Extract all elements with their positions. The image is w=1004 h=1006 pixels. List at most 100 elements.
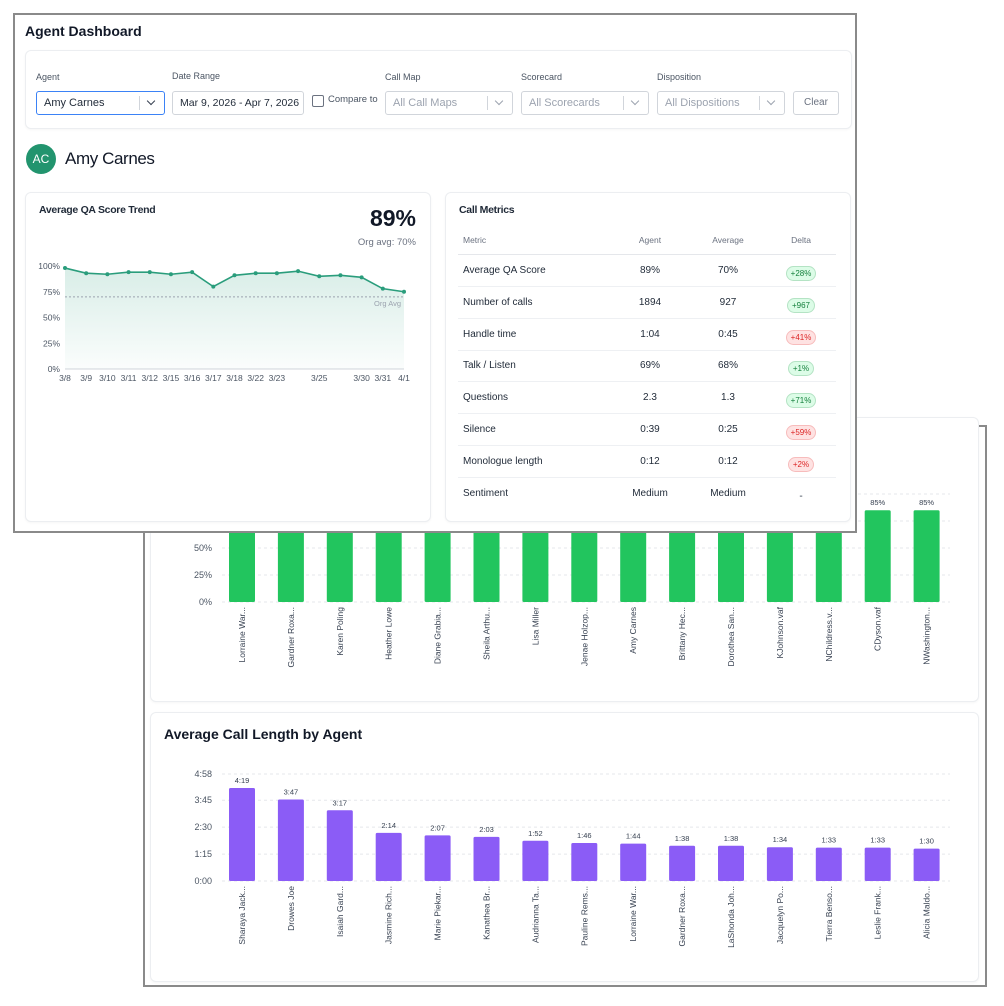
bar <box>766 847 793 881</box>
card-title: Average QA Score Trend <box>39 204 156 216</box>
x-tick-label: Dorothea San... <box>726 607 736 667</box>
value-label: 1:52 <box>528 829 543 838</box>
cell: 0:39 <box>640 424 660 435</box>
value-label: 1:34 <box>773 835 788 844</box>
disposition-select[interactable]: All Dispositions <box>657 91 785 115</box>
delta-pill: +1% <box>787 361 815 377</box>
x-tick-label: Karen Poling <box>335 607 345 656</box>
bar <box>864 510 891 602</box>
bar <box>375 832 402 881</box>
cell: 69% <box>639 360 660 372</box>
y-tick-label: 0% <box>199 597 212 607</box>
point <box>190 270 195 275</box>
x-tick-label: Lorraine War... <box>628 886 638 941</box>
value-label: 1:38 <box>724 834 739 843</box>
cell: Medium <box>710 487 746 499</box>
x-tick-label: 3/10 <box>99 373 116 383</box>
bar <box>522 840 549 881</box>
cell: 68% <box>717 360 738 372</box>
value-label: 2:03 <box>479 825 494 834</box>
clear-button[interactable]: Clear <box>793 91 839 115</box>
select-value: All Scorecards <box>529 97 600 109</box>
reference-label: Org Avg <box>374 299 401 308</box>
compare-checkbox[interactable] <box>312 95 324 107</box>
y-tick-label: 4:58 <box>194 769 212 779</box>
value-label: 1:33 <box>870 836 885 845</box>
select-value: Amy Carnes <box>44 97 105 109</box>
y-tick-label: 50% <box>43 313 60 323</box>
value-label: 85% <box>870 498 885 507</box>
date-value: Mar 9, 2026 - Apr 7, 2026 <box>180 97 300 109</box>
column-header: Metric <box>463 235 487 245</box>
cell: 1894 <box>638 296 662 308</box>
x-tick-label: Sharaya Jack... <box>237 886 247 945</box>
x-tick-label: LaShonda Joh... <box>726 886 736 948</box>
column-header: Delta <box>791 235 811 245</box>
bar <box>620 843 647 881</box>
call-map-select[interactable]: All Call Maps <box>385 91 513 115</box>
x-tick-label: Amy Carnes <box>628 607 638 654</box>
x-tick-label: KJohnson.vaf <box>775 606 785 658</box>
x-tick-label: Lorraine War... <box>237 607 247 662</box>
point <box>338 273 343 278</box>
point <box>126 270 131 275</box>
x-tick-label: 3/9 <box>80 373 92 383</box>
filter-bar <box>25 50 852 129</box>
scorecard-select[interactable]: All Scorecards <box>521 91 649 115</box>
row-divider <box>458 349 836 351</box>
row-divider <box>458 381 836 383</box>
row-divider <box>458 254 836 255</box>
x-tick-label: Heather Lowe <box>384 607 394 660</box>
cell: 1.3 <box>721 392 735 404</box>
row-divider <box>458 286 836 287</box>
bar <box>815 508 842 602</box>
value-label: 3:47 <box>284 787 299 796</box>
point <box>402 289 406 294</box>
y-tick-label: 2:30 <box>194 822 212 832</box>
cell: 0:25 <box>718 424 738 435</box>
area <box>65 268 404 369</box>
y-tick-label: 3:45 <box>194 795 212 805</box>
bar <box>571 842 598 881</box>
bar <box>864 847 891 881</box>
point <box>211 284 216 289</box>
x-tick-label: 3/15 <box>163 373 180 383</box>
cell: Questions <box>463 392 509 404</box>
point <box>105 272 110 277</box>
value-label: 2:14 <box>381 821 396 830</box>
filter-label: Date Range <box>172 71 221 81</box>
y-tick-label: 25% <box>194 570 212 580</box>
point <box>232 273 237 278</box>
metrics-card <box>445 192 851 522</box>
delta-cell: +2% <box>751 454 851 472</box>
cell: 1:04 <box>640 328 660 340</box>
y-tick-label: 25% <box>43 338 60 348</box>
x-tick-label: 3/18 <box>226 373 243 383</box>
cell: 0:45 <box>718 328 738 340</box>
checkbox-label: Compare to <box>328 94 378 105</box>
bar <box>669 845 696 881</box>
select-value: All Call Maps <box>393 97 458 109</box>
date-input[interactable]: Mar 9, 2026 - Apr 7, 2026 <box>172 91 304 115</box>
delta-cell: +41% <box>751 327 851 345</box>
delta-pill: +28% <box>785 266 817 281</box>
column-header: Average <box>712 235 744 245</box>
x-tick-label: Diane Grabia... <box>433 607 443 664</box>
x-tick-label: Audrianna Ta... <box>530 886 540 943</box>
value-label: 1:46 <box>577 831 592 840</box>
x-tick-label: Marie Piekar... <box>433 886 443 940</box>
x-tick-label: Kanathea Br... <box>482 886 492 940</box>
x-tick-label: Alicia Maldo... <box>922 886 932 939</box>
button-label: Clear <box>804 97 828 108</box>
avatar: AC <box>26 144 56 174</box>
filter-label: Disposition <box>657 72 702 82</box>
value-label: 1:38 <box>675 834 690 843</box>
cell: 0:12 <box>718 455 738 467</box>
agent-select[interactable]: Amy Carnes <box>36 91 165 115</box>
delta-cell: +967 <box>751 295 851 313</box>
x-tick-label: 4/1 <box>398 373 410 383</box>
bar <box>913 848 940 881</box>
point <box>274 271 279 276</box>
x-tick-label: 3/16 <box>184 373 201 383</box>
x-tick-label: NWashington... <box>922 607 932 665</box>
